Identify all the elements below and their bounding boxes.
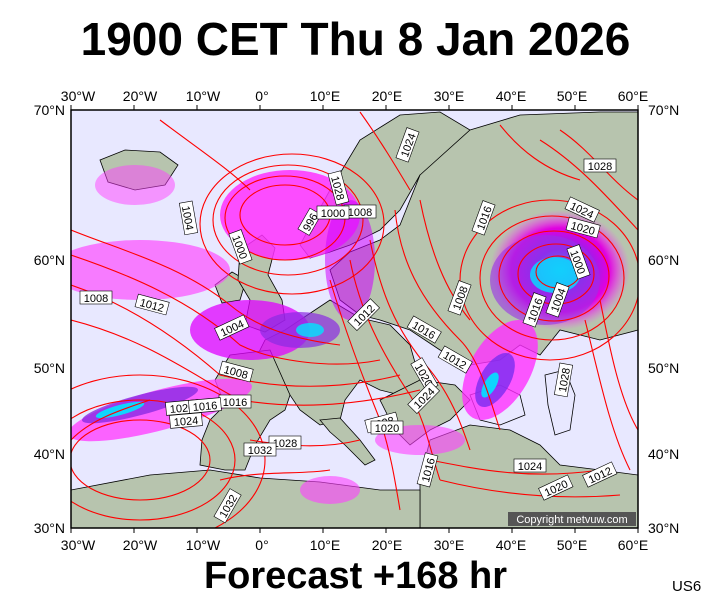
isobar-label: 1028 — [557, 367, 573, 393]
lon-labels-bottom: 30°W 20°W 10°W 0° 10°E 20°E 30°E 40°E 50… — [61, 537, 648, 553]
lon-label: 40°E — [496, 88, 527, 104]
isobar-label: 1020 — [375, 423, 399, 435]
isobar-label: 1016 — [192, 400, 217, 414]
lon-label: 30°W — [61, 537, 96, 553]
lon-label: 10°W — [186, 88, 221, 104]
lon-label: 30°E — [434, 88, 465, 104]
lon-label: 10°E — [310, 537, 341, 553]
isobar-label: 1032 — [248, 445, 272, 457]
isobar-label: 1000 — [321, 208, 345, 220]
isobar-label: 1016 — [223, 397, 247, 409]
lon-label: 60°E — [618, 537, 649, 553]
lat-label: 50°N — [34, 360, 65, 376]
lat-labels-right: 70°N 60°N 50°N 40°N 30°N — [648, 102, 679, 536]
model-code: US6 — [672, 578, 702, 595]
lat-label: 60°N — [34, 252, 65, 268]
lon-label: 40°E — [496, 537, 527, 553]
lat-label: 70°N — [648, 102, 679, 118]
lat-label: 40°N — [648, 446, 679, 462]
isobar-label: 1028 — [273, 438, 297, 450]
copyright-box — [508, 512, 636, 526]
lon-label: 0° — [255, 88, 268, 104]
isobar-label: 1028 — [588, 161, 612, 173]
tick-marks — [70, 105, 639, 533]
lon-label: 20°E — [372, 537, 403, 553]
lat-labels-left: 70°N 60°N 50°N 40°N 30°N — [34, 102, 65, 536]
lon-label: 0° — [255, 537, 268, 553]
lon-label: 60°E — [618, 88, 649, 104]
lat-label: 60°N — [648, 252, 679, 268]
lon-label: 20°W — [123, 88, 158, 104]
isobar-label: 1008 — [84, 293, 108, 305]
lon-label: 50°E — [557, 88, 588, 104]
isobar-label: 1020 — [169, 402, 194, 416]
lat-label: 70°N — [34, 102, 65, 118]
lon-label: 20°E — [372, 88, 403, 104]
lon-label: 30°W — [61, 88, 96, 104]
lat-label: 40°N — [34, 446, 65, 462]
map-title: 1900 CET Thu 8 Jan 2026 — [80, 13, 631, 65]
lon-labels-top: 30°W 20°W 10°W 0° 10°E 20°E 30°E 40°E 50… — [61, 88, 648, 104]
lat-label: 30°N — [34, 520, 65, 536]
isobar-label: 1024 — [173, 415, 198, 429]
isobar-label: 1004 — [179, 205, 195, 231]
lon-label: 10°E — [310, 88, 341, 104]
lon-label: 50°E — [557, 537, 588, 553]
lon-label: 20°W — [123, 537, 158, 553]
lon-label: 10°W — [186, 537, 221, 553]
isobar-label: 1024 — [518, 461, 542, 473]
lat-label: 50°N — [648, 360, 679, 376]
copyright-text: Copyright metvuw.com — [516, 514, 627, 526]
italy — [319, 417, 376, 466]
lon-label: 30°E — [434, 537, 465, 553]
forecast-label: Forecast +168 hr — [203, 555, 508, 597]
map-frame — [70, 109, 639, 529]
lat-label: 30°N — [648, 520, 679, 536]
isobar-label: 1008 — [348, 207, 372, 219]
